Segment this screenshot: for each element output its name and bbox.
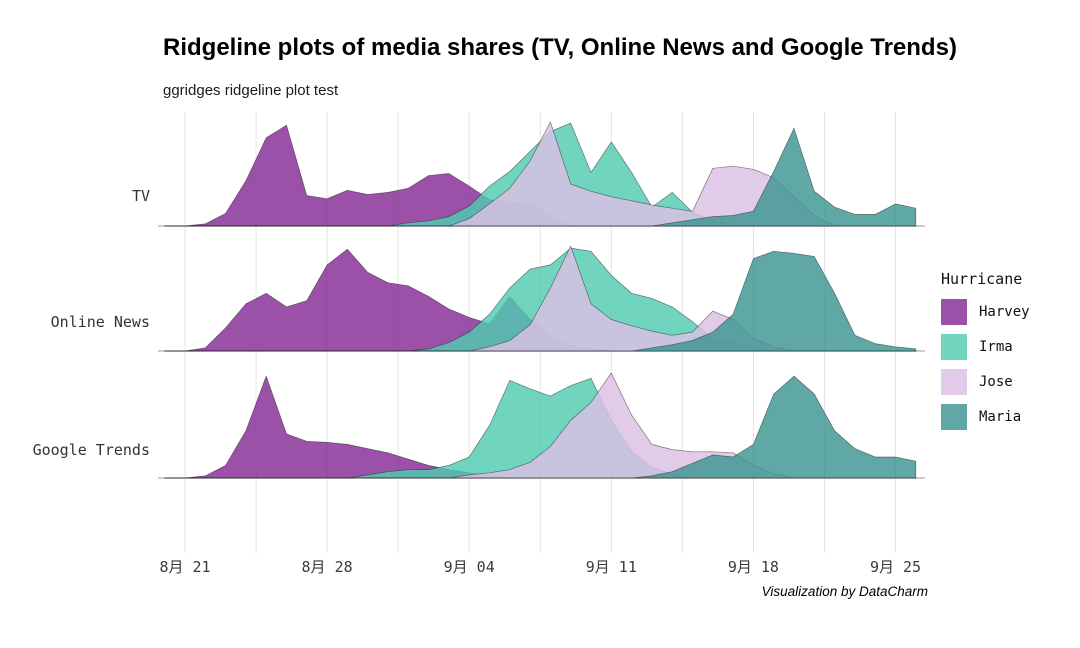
x-tick-label: 9月 04 [444, 558, 495, 576]
legend-swatch-maria [941, 404, 967, 430]
x-tick-label: 8月 28 [302, 558, 353, 576]
legend-label-harvey: Harvey [979, 304, 1030, 320]
x-tick-label: 9月 25 [870, 558, 921, 576]
y-axis-label-tv: TV [131, 187, 150, 205]
legend: Hurricane Harvey Irma Jose Maria [941, 270, 1030, 439]
x-tick-label: 8月 21 [159, 558, 210, 576]
legend-item-maria: Maria [941, 404, 1030, 430]
ridge-online-news-maria [164, 250, 917, 352]
legend-item-harvey: Harvey [941, 299, 1030, 325]
legend-item-jose: Jose [941, 369, 1030, 395]
chart-title: Ridgeline plots of media shares (TV, Onl… [163, 34, 957, 61]
legend-label-irma: Irma [979, 339, 1013, 355]
ridge-tv-maria [164, 127, 917, 227]
chart-caption: Visualization by DataCharm [761, 584, 928, 599]
legend-title: Hurricane [941, 270, 1023, 288]
legend-swatch-irma [941, 334, 967, 360]
y-axis-label-google-trends: Google Trends [32, 441, 150, 459]
x-tick-label: 9月 18 [728, 558, 779, 576]
legend-label-jose: Jose [979, 374, 1013, 390]
chart-subtitle: ggridges ridgeline plot test [163, 82, 339, 99]
y-axis-label-online-news: Online News [50, 313, 150, 331]
legend-label-maria: Maria [979, 409, 1022, 425]
legend-swatch-jose [941, 369, 967, 395]
x-tick-label: 9月 11 [586, 558, 637, 576]
ridge-google-trends-maria [164, 375, 917, 479]
legend-swatch-harvey [941, 299, 967, 325]
legend-item-irma: Irma [941, 334, 1030, 360]
